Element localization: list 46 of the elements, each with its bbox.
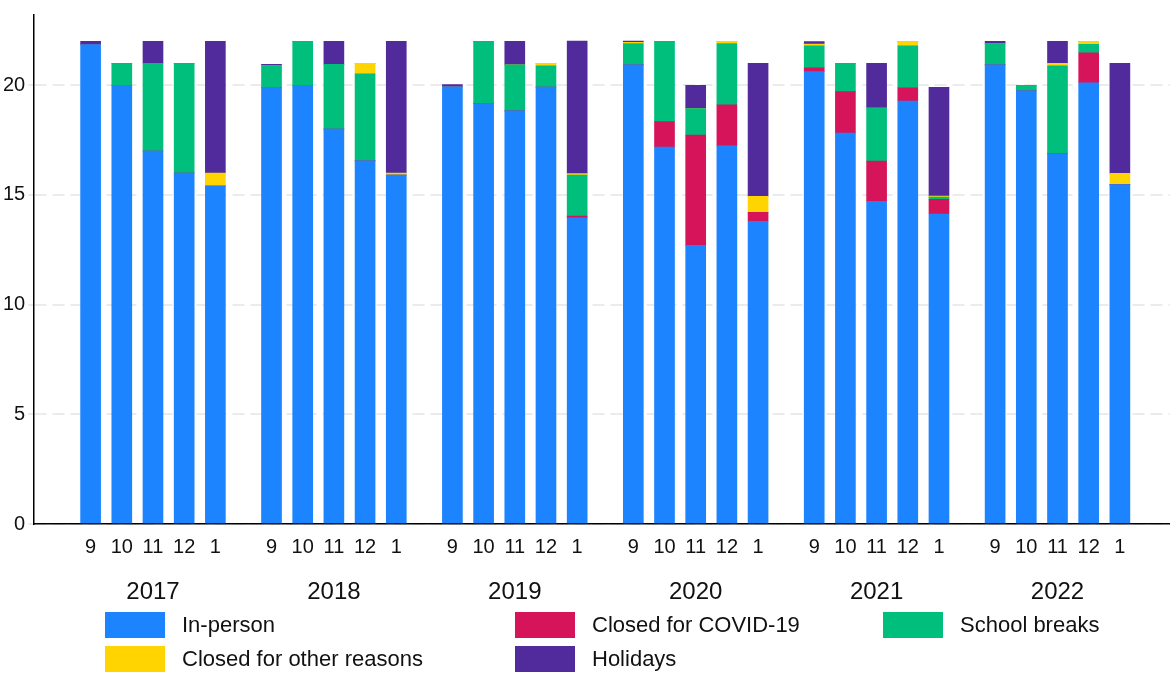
x-tick-label: 12 <box>534 534 558 557</box>
x-tick-label: 12 <box>173 534 196 557</box>
legend-label: Closed for COVID-19 <box>592 612 800 638</box>
legend-label: In-person <box>182 612 275 638</box>
x-tick-label: 12 <box>353 534 377 557</box>
x-tick-label: 12 <box>1077 534 1100 557</box>
x-tick-label: 1 <box>1114 534 1126 557</box>
x-tick-label: 9 <box>989 534 1001 557</box>
x-tick-label: 1 <box>571 534 583 557</box>
x-tick-label: 12 <box>715 534 739 557</box>
text: 2020 <box>669 576 723 604</box>
y-tick-label: 10 <box>3 292 26 315</box>
legend-label: School breaks <box>960 612 1100 638</box>
x-tick-label: 1 <box>209 534 221 557</box>
text: 2019 <box>488 576 542 604</box>
legend-label: Holidays <box>592 646 677 672</box>
x-tick-label: 10 <box>110 534 133 557</box>
x-tick-label: 10 <box>653 534 676 557</box>
text: 2017 <box>126 576 180 604</box>
x-tick-label: 10 <box>291 534 314 557</box>
x-tick-label: 1 <box>933 534 945 557</box>
x-tick-label: 11 <box>685 534 707 557</box>
x-tick-label: 9 <box>265 534 278 557</box>
x-tick-label: 1 <box>390 534 402 557</box>
x-tick-label: 10 <box>1015 534 1038 557</box>
text: 2018 <box>307 576 361 604</box>
x-tick-label: 9 <box>85 534 97 557</box>
y-tick-label: 20 <box>3 72 26 95</box>
x-tick-label: 11 <box>142 534 164 557</box>
x-tick-label: 1 <box>752 534 764 557</box>
x-tick-label: 9 <box>446 534 458 557</box>
x-tick-label: 11 <box>323 534 345 557</box>
x-tick-label: 9 <box>808 534 820 557</box>
x-tick-label: 12 <box>896 534 919 557</box>
x-tick-label: 11 <box>866 534 887 557</box>
y-tick-label: 15 <box>3 182 26 205</box>
legend-label: Closed for other reasons <box>182 646 423 672</box>
y-tick-label: 0 <box>14 511 26 534</box>
x-tick-label: 9 <box>627 534 639 557</box>
y-tick-label: 5 <box>14 401 26 424</box>
x-tick-label: 11 <box>504 534 526 557</box>
x-tick-label: 10 <box>472 534 495 557</box>
text: 2021 <box>849 576 904 604</box>
x-tick-label: 11 <box>1047 534 1068 557</box>
x-tick-label: 10 <box>834 534 857 557</box>
text: 2022 <box>1030 576 1085 604</box>
